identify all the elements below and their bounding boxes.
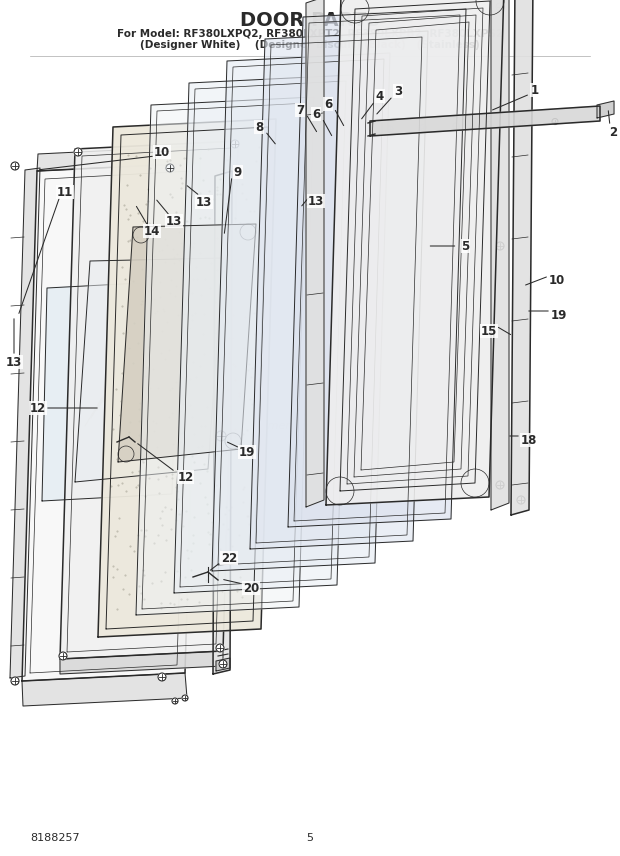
- Text: 10: 10: [154, 146, 170, 158]
- Polygon shape: [250, 31, 428, 549]
- Text: 15: 15: [481, 324, 497, 337]
- Polygon shape: [491, 0, 509, 510]
- Polygon shape: [136, 97, 314, 615]
- Polygon shape: [306, 0, 324, 507]
- Circle shape: [519, 120, 525, 126]
- Text: 12: 12: [30, 401, 46, 414]
- Text: 8: 8: [255, 121, 263, 134]
- Text: 8188257: 8188257: [30, 833, 79, 843]
- Circle shape: [172, 698, 178, 704]
- Polygon shape: [213, 171, 232, 674]
- Polygon shape: [75, 258, 223, 482]
- Polygon shape: [370, 106, 600, 136]
- Text: 14: 14: [144, 224, 160, 237]
- Circle shape: [496, 481, 504, 489]
- Text: 11: 11: [57, 186, 73, 199]
- Circle shape: [231, 140, 239, 148]
- Polygon shape: [60, 651, 223, 674]
- Text: 13: 13: [6, 355, 22, 368]
- Circle shape: [601, 106, 609, 114]
- Text: 10: 10: [549, 274, 565, 287]
- Circle shape: [453, 123, 459, 129]
- Polygon shape: [98, 119, 276, 637]
- Polygon shape: [174, 75, 352, 593]
- Circle shape: [496, 242, 504, 250]
- Circle shape: [552, 118, 558, 124]
- Circle shape: [216, 644, 224, 652]
- Text: For Model: RF380LXPQ2, RF380LXPT2, RF380LXPB2, RF380LXPS2: For Model: RF380LXPQ2, RF380LXPT2, RF380…: [117, 29, 503, 39]
- Text: 13: 13: [196, 195, 212, 209]
- Circle shape: [74, 148, 82, 156]
- Polygon shape: [326, 0, 504, 505]
- Text: 12: 12: [177, 471, 193, 484]
- Polygon shape: [42, 281, 178, 501]
- Text: 18: 18: [521, 433, 537, 447]
- Circle shape: [517, 496, 525, 504]
- Text: (Designer White)    (Designer Biscuit) (Black)   (Stainless): (Designer White) (Designer Biscuit) (Bla…: [140, 40, 480, 50]
- Polygon shape: [212, 53, 390, 571]
- Text: 19: 19: [551, 308, 567, 322]
- Text: 2: 2: [609, 126, 617, 139]
- Text: 13: 13: [308, 194, 324, 207]
- Polygon shape: [118, 224, 256, 462]
- Polygon shape: [22, 673, 187, 706]
- Polygon shape: [10, 168, 40, 678]
- Circle shape: [182, 695, 188, 701]
- Text: 3: 3: [394, 85, 402, 98]
- Text: eReplacementParts.com: eReplacementParts.com: [217, 421, 353, 431]
- Circle shape: [11, 677, 19, 685]
- Text: 5: 5: [461, 240, 469, 253]
- Text: 7: 7: [296, 104, 304, 116]
- Circle shape: [496, 3, 504, 11]
- Text: 20: 20: [243, 581, 259, 595]
- Text: DOOR PARTS: DOOR PARTS: [240, 10, 380, 29]
- Circle shape: [166, 164, 174, 172]
- Text: 4: 4: [376, 90, 384, 103]
- Polygon shape: [288, 9, 466, 527]
- Circle shape: [486, 122, 492, 128]
- Text: 19: 19: [239, 445, 255, 459]
- Text: 5: 5: [306, 833, 314, 843]
- Polygon shape: [511, 0, 533, 515]
- Text: 6: 6: [312, 108, 320, 121]
- Text: 1: 1: [531, 84, 539, 97]
- Text: 9: 9: [234, 165, 242, 179]
- Circle shape: [219, 660, 227, 668]
- Text: 6: 6: [324, 98, 332, 110]
- Circle shape: [11, 162, 19, 170]
- Text: 22: 22: [221, 551, 237, 564]
- Circle shape: [59, 652, 67, 660]
- Polygon shape: [60, 141, 238, 659]
- Polygon shape: [22, 163, 200, 681]
- Polygon shape: [37, 146, 201, 171]
- Polygon shape: [216, 658, 230, 671]
- Circle shape: [216, 431, 226, 441]
- Circle shape: [387, 126, 393, 132]
- Circle shape: [420, 124, 426, 130]
- Circle shape: [158, 673, 166, 681]
- Text: 13: 13: [166, 215, 182, 228]
- Polygon shape: [597, 101, 614, 118]
